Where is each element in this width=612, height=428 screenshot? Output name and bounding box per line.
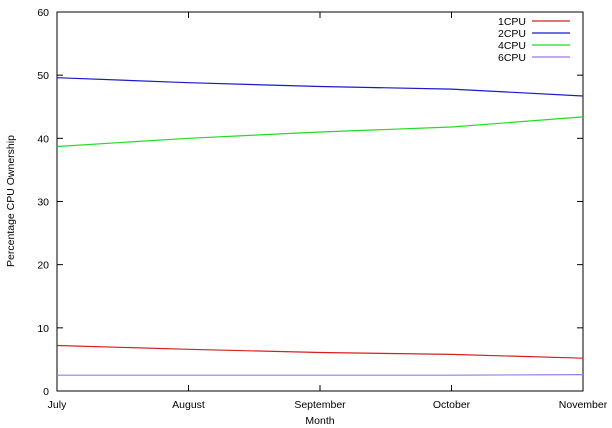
series-line-4cpu — [56, 116, 584, 148]
y-tick-label: 0 — [43, 386, 49, 398]
y-tick-label: 10 — [37, 323, 49, 335]
series-line-6cpu — [57, 374, 584, 376]
plot-frame — [56, 11, 584, 392]
x-tick-label: November — [559, 399, 608, 411]
y-tick-label: 20 — [37, 260, 49, 272]
y-axis-label: Percentage CPU Ownership — [5, 135, 17, 267]
y-tick-label: 40 — [37, 133, 49, 145]
y-tick-label: 30 — [37, 197, 49, 209]
legend-label: 1CPU — [498, 16, 526, 28]
x-tick-label: July — [48, 399, 67, 411]
legend-label: 4CPU — [498, 40, 526, 52]
legend-label: 6CPU — [498, 52, 526, 64]
series-lines — [56, 77, 584, 376]
x-tick-label: August — [172, 399, 205, 411]
axes: 0 10 20 30 40 50 60 July August September October N… — [37, 7, 607, 411]
y-tick-label: 50 — [37, 70, 49, 82]
x-tick-label: October — [433, 399, 471, 411]
series-line-1cpu — [56, 344, 584, 359]
series-line-2cpu — [56, 77, 584, 97]
legend-label: 2CPU — [498, 28, 526, 40]
y-tick-label: 60 — [37, 7, 49, 19]
x-tick-label: September — [294, 399, 346, 411]
x-axis-label: Month — [305, 415, 334, 427]
